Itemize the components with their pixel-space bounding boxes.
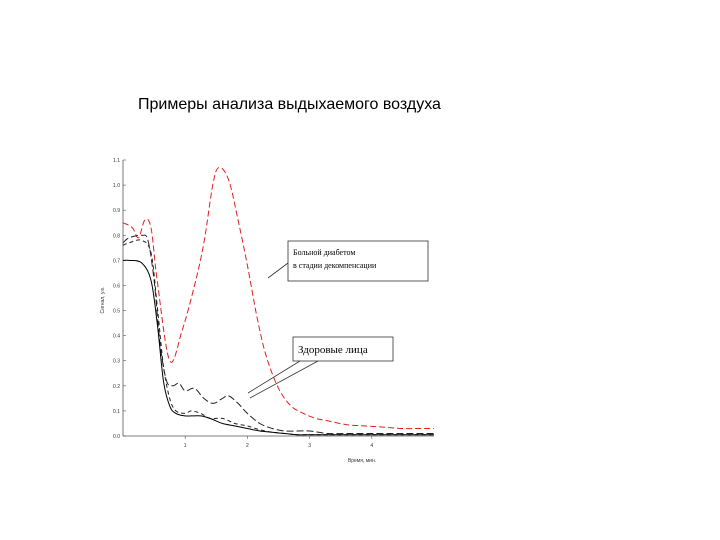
x-tick-label: 2 — [246, 443, 249, 449]
y-tick-label: 0.0 — [113, 434, 120, 440]
chart-series — [122, 166, 434, 436]
series-line-2 — [122, 234, 434, 435]
y-tick-label: 0.5 — [113, 309, 120, 315]
y-axis-label: Сигнал, у.е. — [100, 286, 106, 313]
callout-diabetic-line-1: Больной диабетом — [293, 248, 355, 257]
callout-box-healthy — [292, 336, 394, 362]
y-tick-label: 0.1 — [113, 409, 120, 415]
callout-pointer-healthy-2 — [249, 360, 319, 399]
series-line-4 — [122, 259, 434, 436]
y-tick-label: 0.9 — [113, 208, 120, 214]
chart-ticks: 0.0 0.1 0.2 0.3 0.4 0.5 0.6 0.7 0.8 0.9 1.0 1.1 1 2 3 4 — [113, 158, 373, 449]
y-tick-label: 0.7 — [113, 258, 120, 264]
callout-box-diabetic — [287, 240, 429, 282]
y-tick-label: 0.8 — [113, 233, 120, 239]
x-axis-label: Время, мин. — [348, 458, 376, 464]
callout-pointer-healthy-1 — [247, 360, 301, 394]
x-tick-label: 1 — [184, 443, 187, 449]
callout-pointer-diabetic — [267, 262, 289, 279]
y-tick-label: 0.4 — [113, 334, 120, 340]
y-tick-label: 0.6 — [113, 283, 120, 289]
chart-axes — [122, 160, 434, 437]
x-tick-label: 4 — [370, 443, 373, 449]
y-tick-label: 1.1 — [113, 158, 120, 164]
y-tick-label: 0.3 — [113, 359, 120, 365]
chart-callouts: Больной диабетом в стадии декомпенсации Зд… — [247, 240, 429, 399]
x-tick-label: 3 — [308, 443, 311, 449]
callout-healthy-label: Здоровые лица — [298, 344, 368, 356]
slide-title: Примеры анализа выдыхаемого воздуха — [138, 96, 441, 113]
y-tick-label: 1.0 — [113, 183, 120, 189]
series-line-1 — [122, 166, 434, 430]
callout-diabetic-line-2: в стадии декомпенсации — [293, 261, 377, 270]
y-tick-label: 0.2 — [113, 384, 120, 390]
